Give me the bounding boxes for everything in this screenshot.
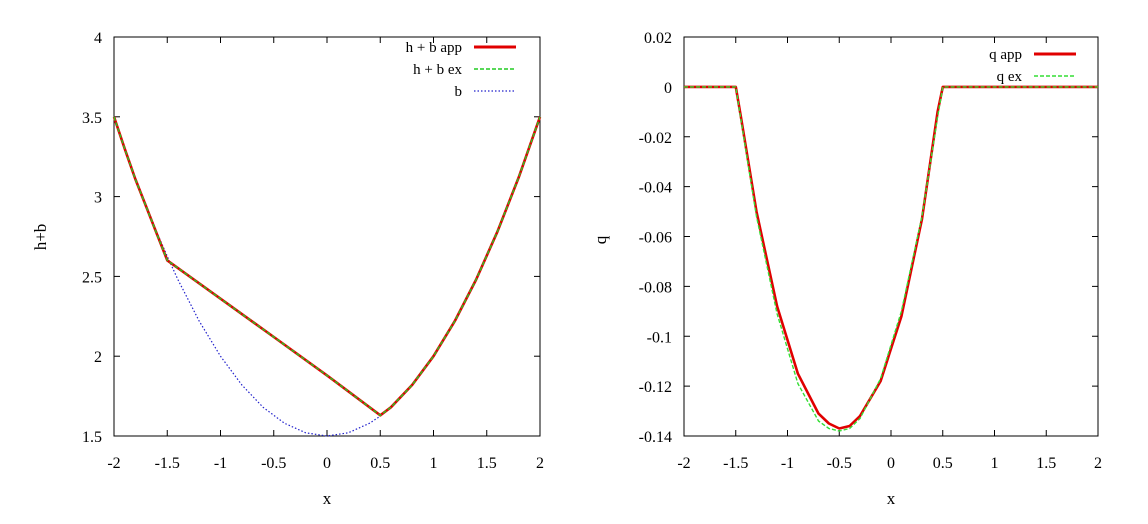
x-tick-label: 1 [991, 455, 999, 472]
x-tick-label: -1 [214, 455, 227, 472]
legend-label: b [455, 84, 463, 100]
series-line-q-app [684, 85, 1098, 430]
y-tick-label: 3.5 [82, 110, 102, 127]
y-tick-label: 2.5 [82, 269, 102, 286]
x-tick-label: 0 [323, 455, 331, 472]
x-tick-label: 1.5 [1036, 455, 1056, 472]
y-axis-label-right: q [591, 235, 610, 244]
series-line-b [113, 116, 541, 437]
chart-right: -2 -1.5 -1 -0.5 0 0.5 1 1.5 2 -0.14 -0.12 -0.1 -0.0… [591, 30, 1102, 508]
y-tick-label: 3 [94, 190, 102, 207]
series-line-h-b-ex [113, 116, 541, 416]
y-tick-label: 2 [94, 349, 102, 366]
x-tick-label: 1 [430, 455, 438, 472]
y-tick-label: -0.14 [639, 429, 672, 446]
x-tick-label: -1 [781, 455, 794, 472]
x-tick-label: -2 [107, 455, 120, 472]
legend-left: h + b app h + b ex b [406, 40, 516, 100]
x-tick-label: -1.5 [723, 455, 748, 472]
x-tick-label: -0.5 [827, 455, 852, 472]
y-tick-label: -0.1 [647, 329, 672, 346]
plot-frame-right [683, 36, 1099, 437]
y-tick-labels-right: -0.14 -0.12 -0.1 -0.08 -0.06 -0.04 -0.02 0 0.02 [639, 30, 672, 446]
x-tick-labels-left: -2 -1.5 -1 -0.5 0 0.5 1 1.5 2 [107, 455, 544, 472]
y-axis-label-left: h+b [31, 224, 50, 251]
x-tick-label: -2 [677, 455, 690, 472]
y-tick-label: 0 [664, 80, 672, 97]
x-tick-label: 2 [536, 455, 544, 472]
x-tick-labels-right: -2 -1.5 -1 -0.5 0 0.5 1 1.5 2 [677, 455, 1102, 472]
x-tick-label: 0 [887, 455, 895, 472]
y-tick-label: 1.5 [82, 429, 102, 446]
y-tick-label: 0.02 [644, 30, 672, 47]
y-tick-label: -0.02 [639, 130, 672, 147]
y-tick-label: -0.06 [639, 230, 672, 247]
legend-label: h + b ex [413, 62, 462, 78]
tick-marks-right [683, 36, 1099, 437]
chart-left: -2 -1.5 -1 -0.5 0 0.5 1 1.5 2 1.5 2 2.5 3 3.5 4 x h+b… [31, 30, 544, 508]
series-line-q-ex [684, 86, 1098, 432]
legend-label: q ex [997, 69, 1023, 85]
x-tick-label: -0.5 [261, 455, 286, 472]
series-layer-left [112, 116, 542, 437]
legend-label: h + b app [406, 40, 462, 56]
legend-label: q app [989, 47, 1022, 63]
x-tick-label: 0.5 [370, 455, 390, 472]
x-tick-label: 2 [1094, 455, 1102, 472]
series-line-h-b-app [112, 116, 542, 417]
x-axis-label-right: x [887, 489, 896, 508]
y-tick-label: -0.12 [639, 379, 672, 396]
legend-right: q app q ex [989, 47, 1076, 85]
x-axis-label-left: x [323, 489, 332, 508]
y-tick-label: -0.08 [639, 279, 672, 296]
y-tick-label: -0.04 [639, 180, 672, 197]
y-tick-labels-left: 1.5 2 2.5 3 3.5 4 [82, 30, 102, 446]
y-tick-label: 4 [94, 30, 102, 47]
x-tick-label: 1.5 [477, 455, 497, 472]
x-tick-label: -1.5 [155, 455, 180, 472]
series-layer-right [684, 85, 1098, 432]
tick-marks-left [113, 36, 541, 437]
x-tick-label: 0.5 [933, 455, 953, 472]
